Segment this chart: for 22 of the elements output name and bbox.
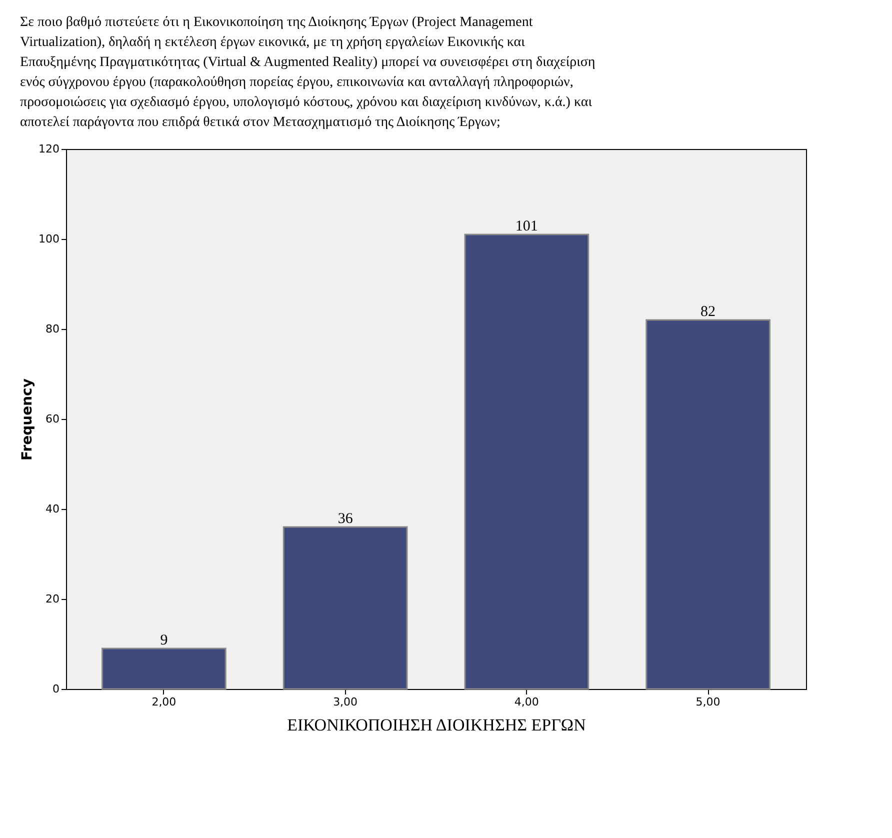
y-tick-label: 60 — [46, 412, 60, 426]
data-label: 9 — [160, 632, 168, 648]
x-tick-label: 5,00 — [696, 696, 720, 708]
x-tick-label: 3,00 — [333, 696, 358, 708]
bar — [464, 234, 590, 690]
x-tick-label: 4,00 — [514, 696, 539, 708]
y-tick-label: 40 — [46, 502, 60, 516]
y-tick-label: 20 — [46, 592, 60, 606]
bar — [282, 526, 408, 690]
x-tick-label: 2,00 — [152, 696, 176, 708]
chart-title: Σε ποιο βαθμό πιστεύετε ότι η Εικονικοποίηση της Διοίκησης Έργων (Project Management Virtualization), δηλαδή η εκτέλεση έργων εικονικά, με τη χρήση εργαλείων Εικονικής και Επαυξημένης Πραγματικότητας (Virtual & Augmented Reality) μπορεί να συνεισφέρει στη διαχείριση ενός σύγχρονου έργου (παρακολούθηση πορείας έργου, επικοινωνία και ανταλλαγή πληροφοριών, προσομοιώσεις για σχεδιασμό έργου, υπολογισμό κόστους, χρόνου και διαχείριση κινδύνων, κ.ά.) και αποτελεί παράγοντα που επιδρά θετικά στον Μετασχηματισμό της Διοίκησης Έργων; — [20, 15, 596, 130]
x-axis-title: ΕΙΚΟΝΙΚΟΠΟΙΗΣΗ ΔΙΟΙΚΗΣΗΣ ΕΡΓΩΝ — [287, 716, 586, 734]
y-tick-label: 0 — [52, 682, 60, 696]
data-label: 36 — [338, 511, 354, 527]
y-tick-label: 120 — [38, 142, 60, 156]
data-label: 101 — [515, 218, 538, 234]
data-label: 82 — [700, 304, 716, 320]
y-tick-label: 80 — [46, 322, 60, 336]
y-tick-label: 100 — [38, 232, 60, 246]
y-axis-title: Frequency — [20, 378, 36, 460]
bar — [102, 648, 226, 690]
bar — [646, 319, 770, 690]
